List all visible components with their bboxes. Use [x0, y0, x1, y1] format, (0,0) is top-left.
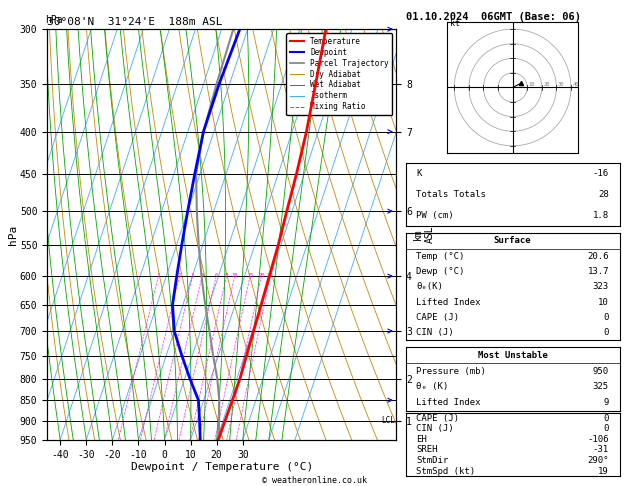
Text: hPa: hPa — [45, 15, 63, 25]
Text: Most Unstable: Most Unstable — [477, 351, 548, 360]
Text: -31: -31 — [593, 446, 609, 454]
Text: 20: 20 — [258, 273, 265, 278]
Text: 2: 2 — [178, 273, 181, 278]
Text: CIN (J): CIN (J) — [416, 328, 454, 337]
Text: PW (cm): PW (cm) — [416, 211, 454, 220]
Text: 1: 1 — [157, 273, 160, 278]
Y-axis label: km
ASL: km ASL — [413, 226, 435, 243]
Text: -16: -16 — [593, 169, 609, 178]
Text: Surface: Surface — [494, 236, 532, 245]
Text: 20: 20 — [543, 82, 550, 87]
Text: 10: 10 — [528, 82, 535, 87]
Text: θₑ(K): θₑ(K) — [416, 282, 443, 291]
Text: K: K — [416, 169, 422, 178]
Text: 8: 8 — [225, 273, 228, 278]
Text: © weatheronline.co.uk: © weatheronline.co.uk — [262, 476, 367, 485]
Text: θₑ (K): θₑ (K) — [416, 382, 448, 392]
Text: EH: EH — [416, 435, 427, 444]
Text: 0: 0 — [603, 328, 609, 337]
Text: 290°: 290° — [587, 456, 609, 465]
Text: 9: 9 — [603, 398, 609, 407]
Y-axis label: hPa: hPa — [8, 225, 18, 244]
Text: 30°08'N  31°24'E  188m ASL: 30°08'N 31°24'E 188m ASL — [47, 17, 223, 27]
Text: Dewp (°C): Dewp (°C) — [416, 267, 465, 276]
Text: -106: -106 — [587, 435, 609, 444]
X-axis label: Dewpoint / Temperature (°C): Dewpoint / Temperature (°C) — [131, 462, 313, 472]
Text: StmSpd (kt): StmSpd (kt) — [416, 467, 476, 475]
Text: CAPE (J): CAPE (J) — [416, 414, 459, 423]
Text: 323: 323 — [593, 282, 609, 291]
Text: 1.8: 1.8 — [593, 211, 609, 220]
Text: 4: 4 — [201, 273, 204, 278]
Text: 40: 40 — [572, 82, 579, 87]
Text: 10: 10 — [598, 297, 609, 307]
Text: Lifted Index: Lifted Index — [416, 398, 481, 407]
Text: Temp (°C): Temp (°C) — [416, 252, 465, 260]
Text: 19: 19 — [598, 467, 609, 475]
Text: kt: kt — [450, 19, 460, 28]
Text: 13.7: 13.7 — [587, 267, 609, 276]
Text: 6: 6 — [214, 273, 218, 278]
Text: 325: 325 — [593, 382, 609, 392]
Text: 30: 30 — [558, 82, 564, 87]
Text: 10: 10 — [231, 273, 238, 278]
Text: 28: 28 — [598, 190, 609, 199]
Text: 0: 0 — [603, 414, 609, 423]
Text: Totals Totals: Totals Totals — [416, 190, 486, 199]
Text: 0: 0 — [603, 313, 609, 322]
Text: CIN (J): CIN (J) — [416, 424, 454, 434]
Text: 3: 3 — [191, 273, 194, 278]
Text: 950: 950 — [593, 366, 609, 376]
Text: CAPE (J): CAPE (J) — [416, 313, 459, 322]
Text: Pressure (mb): Pressure (mb) — [416, 366, 486, 376]
Text: Lifted Index: Lifted Index — [416, 297, 481, 307]
Legend: Temperature, Dewpoint, Parcel Trajectory, Dry Adiabat, Wet Adiabat, Isotherm, Mi: Temperature, Dewpoint, Parcel Trajectory… — [286, 33, 392, 115]
Text: 20.6: 20.6 — [587, 252, 609, 260]
Text: 25: 25 — [267, 273, 274, 278]
Text: 15: 15 — [247, 273, 253, 278]
Text: SREH: SREH — [416, 446, 438, 454]
Text: 0: 0 — [603, 424, 609, 434]
Text: StmDir: StmDir — [416, 456, 448, 465]
Text: LCL: LCL — [381, 416, 395, 425]
Text: 01.10.2024  06GMT (Base: 06): 01.10.2024 06GMT (Base: 06) — [406, 12, 581, 22]
